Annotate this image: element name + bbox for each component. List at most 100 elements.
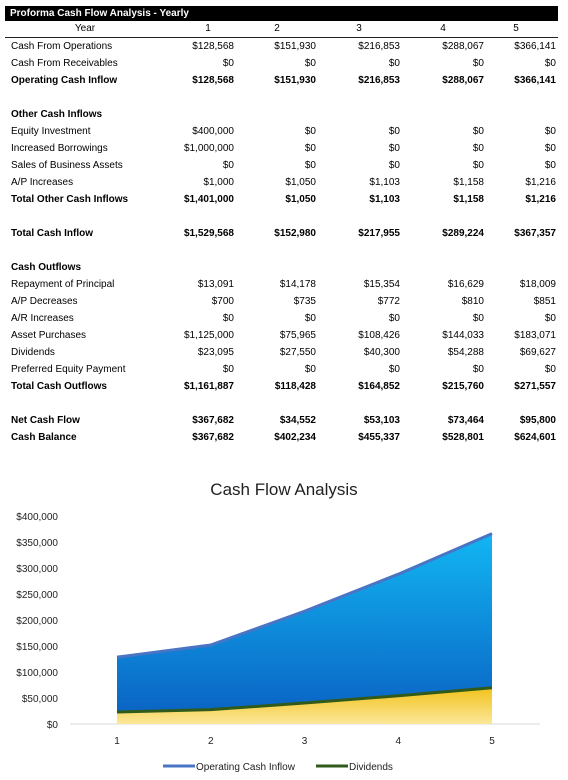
row-value-cell: $1,000,000 <box>183 143 234 154</box>
table-row: Sales of Business Assets $0 $0 $0 $0 $0 <box>5 157 558 174</box>
row-value-cell: $128,568 <box>192 75 234 86</box>
cash-flow-table: Proforma Cash Flow Analysis - Yearly Yea… <box>5 6 558 446</box>
row-value-cell: $18,009 <box>519 279 556 290</box>
table-row: Total Cash Outflows $1,161,887 $118,428 $16… <box>5 378 558 395</box>
y-tick-label: $50,000 <box>22 694 59 705</box>
y-tick-label: $0 <box>47 720 59 731</box>
table-row: A/R Increases $0 $0 $0 $0 $0 <box>5 310 558 327</box>
row-value-cell: $0 <box>222 58 234 69</box>
row-value-cell: $0 <box>304 160 316 171</box>
row-value-cell: $288,067 <box>442 75 484 86</box>
y-tick-label: $400,000 <box>16 512 58 523</box>
row-value-cell: $108,426 <box>358 330 400 341</box>
row-value-cell: $400,000 <box>192 126 234 137</box>
row-value-cell: $152,980 <box>274 228 316 239</box>
row-value-cell: $69,627 <box>519 347 556 358</box>
row-value-cell: $1,401,000 <box>183 194 234 205</box>
row-value-cell: $1,161,887 <box>183 381 234 392</box>
row-value-cell: $0 <box>544 126 556 137</box>
row-label: Total Other Cash Inflows <box>11 194 129 205</box>
spacer-row <box>5 208 558 225</box>
x-tick-label: 5 <box>489 736 495 747</box>
row-value-cell: $215,760 <box>442 381 484 392</box>
table-row: Total Cash Inflow $1,529,568 $152,980 $217,… <box>5 225 558 242</box>
x-tick-label: 4 <box>395 736 401 747</box>
row-value-cell: $367,682 <box>192 432 234 443</box>
row-value-cell: $367,682 <box>192 415 234 426</box>
row-value-cell: $144,033 <box>442 330 484 341</box>
row-value-cell: $0 <box>544 143 556 154</box>
row-value-cell: $15,354 <box>363 279 400 290</box>
y-tick-label: $200,000 <box>16 616 58 627</box>
chart-canvas: Cash Flow Analysis $0 $50,000 $100,000 $150,… <box>16 480 540 773</box>
row-value-cell: $1,050 <box>285 194 316 205</box>
row-value-cell: $0 <box>304 313 316 324</box>
row-value-cell: $164,852 <box>358 381 400 392</box>
row-value-cell: $151,930 <box>274 41 316 52</box>
row-value-cell: $0 <box>472 160 484 171</box>
row-value-cell: $288,067 <box>442 41 484 52</box>
table-row: A/P Decreases $700 $735 $772 $810 $851 <box>5 293 558 310</box>
row-value-cell: $271,557 <box>514 381 556 392</box>
row-value-cell: $1,125,000 <box>183 330 234 341</box>
row-value-cell: $402,234 <box>274 432 316 443</box>
row-value-cell: $366,141 <box>514 75 556 86</box>
chart-title: Cash Flow Analysis <box>210 480 357 499</box>
row-value-cell: $0 <box>472 126 484 137</box>
row-value-cell: $528,801 <box>442 432 484 443</box>
row-value-cell: $16,629 <box>447 279 484 290</box>
table-body: Cash From Operations $128,568 $151,930 $216… <box>5 38 558 446</box>
row-value-cell: $0 <box>388 143 400 154</box>
row-value-cell: $0 <box>472 313 484 324</box>
row-value-cell: $0 <box>544 313 556 324</box>
table-row: Cash Balance $367,682 $402,234 $455,337 $528… <box>5 429 558 446</box>
row-value-cell: $216,853 <box>358 75 400 86</box>
table-row: A/P Increases $1,000 $1,050 $1,103 $1,158 $1,… <box>5 174 558 191</box>
row-label: A/P Decreases <box>11 296 78 307</box>
row-value-cell: $128,568 <box>192 41 234 52</box>
row-value-cell: $0 <box>304 58 316 69</box>
row-label: Total Cash Inflow <box>11 228 94 239</box>
row-value-cell: $151,930 <box>274 75 316 86</box>
row-value-cell: $14,178 <box>279 279 316 290</box>
row-value-cell: $735 <box>293 296 316 307</box>
row-value-cell: $27,550 <box>279 347 316 358</box>
row-value-cell: $1,103 <box>369 194 400 205</box>
row-label: Preferred Equity Payment <box>11 364 126 375</box>
row-value-cell: $53,103 <box>363 415 400 426</box>
row-value-cell: $0 <box>544 160 556 171</box>
row-value-cell: $851 <box>533 296 556 307</box>
table-row: Increased Borrowings $1,000,000 $0 $0 $0 $0 <box>5 140 558 157</box>
spacer-row <box>5 395 558 412</box>
row-value-cell: $217,955 <box>358 228 400 239</box>
row-value-cell: $700 <box>211 296 234 307</box>
row-value-cell: $54,288 <box>447 347 484 358</box>
sheet-title: Proforma Cash Flow Analysis - Yearly <box>5 6 558 21</box>
x-tick-label: 1 <box>114 736 120 747</box>
row-value-cell: $0 <box>388 364 400 375</box>
year-header-cell: 1 <box>205 23 211 34</box>
y-tick-label: $100,000 <box>16 668 58 679</box>
row-value-cell: $1,216 <box>525 177 556 188</box>
row-value-cell: $289,224 <box>442 228 484 239</box>
year-header-cell: 4 <box>440 23 446 34</box>
y-tick-label: $300,000 <box>16 564 58 575</box>
row-value-cell: $40,300 <box>363 347 400 358</box>
year-label: Year <box>74 23 96 34</box>
y-tick-label: $150,000 <box>16 642 58 653</box>
row-value-cell: $13,091 <box>197 279 234 290</box>
table-row: Total Other Cash Inflows $1,401,000 $1,050… <box>5 191 558 208</box>
table-row: Asset Purchases $1,125,000 $75,965 $108,426… <box>5 327 558 344</box>
row-value-cell: $455,337 <box>358 432 400 443</box>
row-label: Sales of Business Assets <box>11 160 123 171</box>
row-value-cell: $1,000 <box>203 177 234 188</box>
table-row: Equity Investment $400,000 $0 $0 $0 $0 <box>5 123 558 140</box>
table-row: Preferred Equity Payment $0 $0 $0 $0 $0 <box>5 361 558 378</box>
row-value-cell: $0 <box>388 126 400 137</box>
legend-label-dividends: Dividends <box>349 762 393 773</box>
y-tick-label: $250,000 <box>16 590 58 601</box>
row-value-cell: $95,800 <box>519 415 556 426</box>
row-value-cell: $216,853 <box>358 41 400 52</box>
row-label: Other Cash Inflows <box>11 109 103 120</box>
section-header-row: Cash Outflows <box>5 259 558 276</box>
